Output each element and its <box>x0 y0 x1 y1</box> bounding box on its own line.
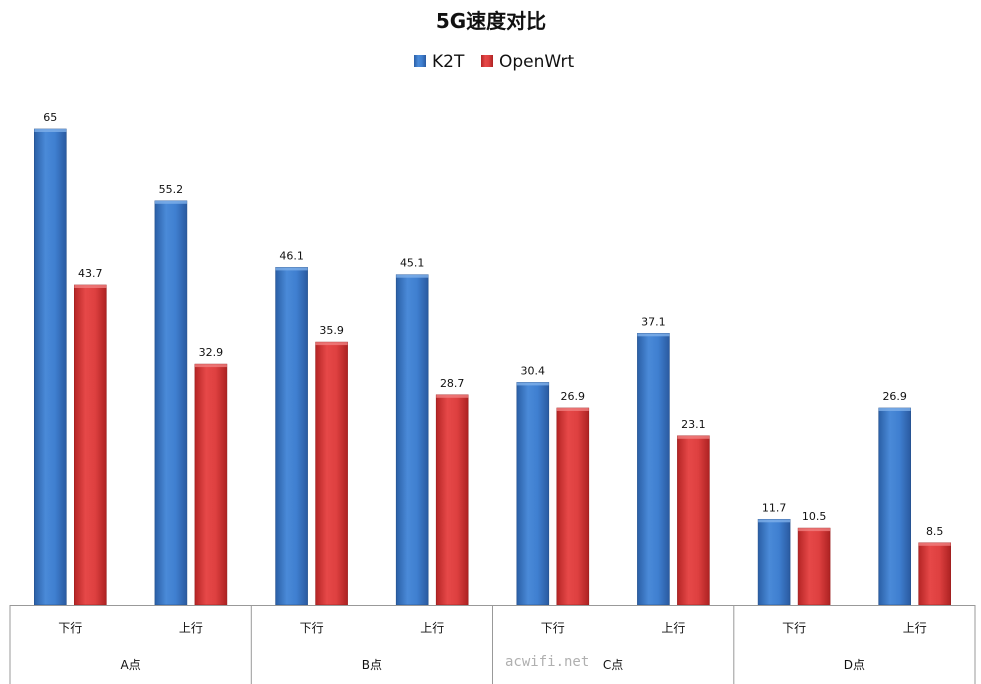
bar-openwrt-1 <box>74 284 107 606</box>
data-label-openwrt-7: 10.5 <box>802 510 827 523</box>
data-label-openwrt-4: 28.7 <box>440 377 465 390</box>
bar-k2t-8 <box>878 407 912 606</box>
chart-title: 5G速度对比 <box>436 9 546 33</box>
data-label-k2t-8: 26.9 <box>882 390 907 403</box>
category-label-6: 上行 <box>661 621 685 635</box>
group-label-1: A点 <box>120 658 140 672</box>
data-label-openwrt-5: 26.9 <box>561 390 586 403</box>
bar-cap-openwrt-2 <box>194 364 227 368</box>
bar-openwrt-5 <box>556 407 590 606</box>
bar-cap-k2t-4 <box>396 274 429 278</box>
legend: K2T OpenWrt <box>414 52 574 72</box>
bars-layer <box>33 128 952 606</box>
bar-cap-openwrt-1 <box>74 285 107 288</box>
bar-k2t-5 <box>516 382 550 606</box>
data-label-k2t-3: 46.1 <box>279 249 304 262</box>
data-label-k2t-2: 55.2 <box>159 183 184 196</box>
group-label-4: D点 <box>844 658 865 672</box>
bar-k2t-2 <box>154 200 188 606</box>
bar-k2t-4 <box>395 274 429 606</box>
bar-cap-k2t-6 <box>637 333 670 337</box>
bar-openwrt-8 <box>918 542 952 606</box>
bar-cap-openwrt-3 <box>315 342 348 346</box>
category-label-1: 下行 <box>58 621 82 635</box>
data-label-openwrt-6: 23.1 <box>681 418 706 431</box>
category-label-7: 下行 <box>782 621 806 635</box>
category-axis: 下行 上行 下行 上行 下行 上行 下行 上行 A点 B点 C点 D点 <box>9 605 976 684</box>
category-label-3: 下行 <box>300 621 324 635</box>
bar-cap-openwrt-5 <box>556 408 589 411</box>
bar-openwrt-2 <box>194 363 228 606</box>
bar-cap-k2t-8 <box>878 408 911 411</box>
category-label-2: 上行 <box>179 621 203 635</box>
bar-openwrt-6 <box>677 435 710 606</box>
legend-swatch-k2t <box>414 55 426 67</box>
legend-label-openwrt: OpenWrt <box>499 52 574 72</box>
data-label-k2t-6: 37.1 <box>641 315 666 328</box>
bar-openwrt-3 <box>315 341 348 606</box>
bar-cap-k2t-3 <box>275 267 308 271</box>
bar-cap-k2t-1 <box>34 129 67 132</box>
data-label-openwrt-1: 43.7 <box>78 267 103 280</box>
bar-cap-openwrt-8 <box>918 542 951 546</box>
legend-swatch-openwrt <box>481 55 493 67</box>
data-labels-layer: 65 43.7 55.2 32.9 46.1 35.9 45.1 28.7 30.4 26.9 37… <box>43 111 943 538</box>
data-label-k2t-5: 30.4 <box>521 364 546 377</box>
bar-k2t-6 <box>637 332 670 606</box>
category-label-4: 上行 <box>420 621 444 635</box>
data-label-openwrt-2: 32.9 <box>199 346 224 359</box>
category-label-5: 下行 <box>541 621 565 635</box>
legend-label-k2t: K2T <box>432 52 465 72</box>
data-label-openwrt-3: 35.9 <box>319 324 344 337</box>
category-label-8: 上行 <box>903 621 927 635</box>
bar-openwrt-4 <box>435 394 469 606</box>
bar-openwrt-7 <box>797 527 831 606</box>
bar-cap-k2t-2 <box>154 200 187 204</box>
bar-cap-openwrt-4 <box>436 394 469 398</box>
data-label-k2t-7: 11.7 <box>762 501 787 514</box>
bar-k2t-7 <box>757 518 791 606</box>
bar-cap-k2t-5 <box>516 382 549 386</box>
bar-cap-k2t-7 <box>758 519 791 523</box>
data-label-k2t-1: 65 <box>43 111 57 124</box>
bar-cap-openwrt-7 <box>798 528 831 532</box>
data-label-k2t-4: 45.1 <box>400 257 425 270</box>
group-label-3: C点 <box>603 658 623 672</box>
data-label-openwrt-8: 8.5 <box>926 525 944 538</box>
bar-k2t-3 <box>275 267 308 606</box>
group-label-2: B点 <box>362 658 382 672</box>
watermark-text: acwifi.net <box>505 654 589 670</box>
bar-k2t-1 <box>33 128 67 606</box>
bar-cap-openwrt-6 <box>677 435 710 439</box>
